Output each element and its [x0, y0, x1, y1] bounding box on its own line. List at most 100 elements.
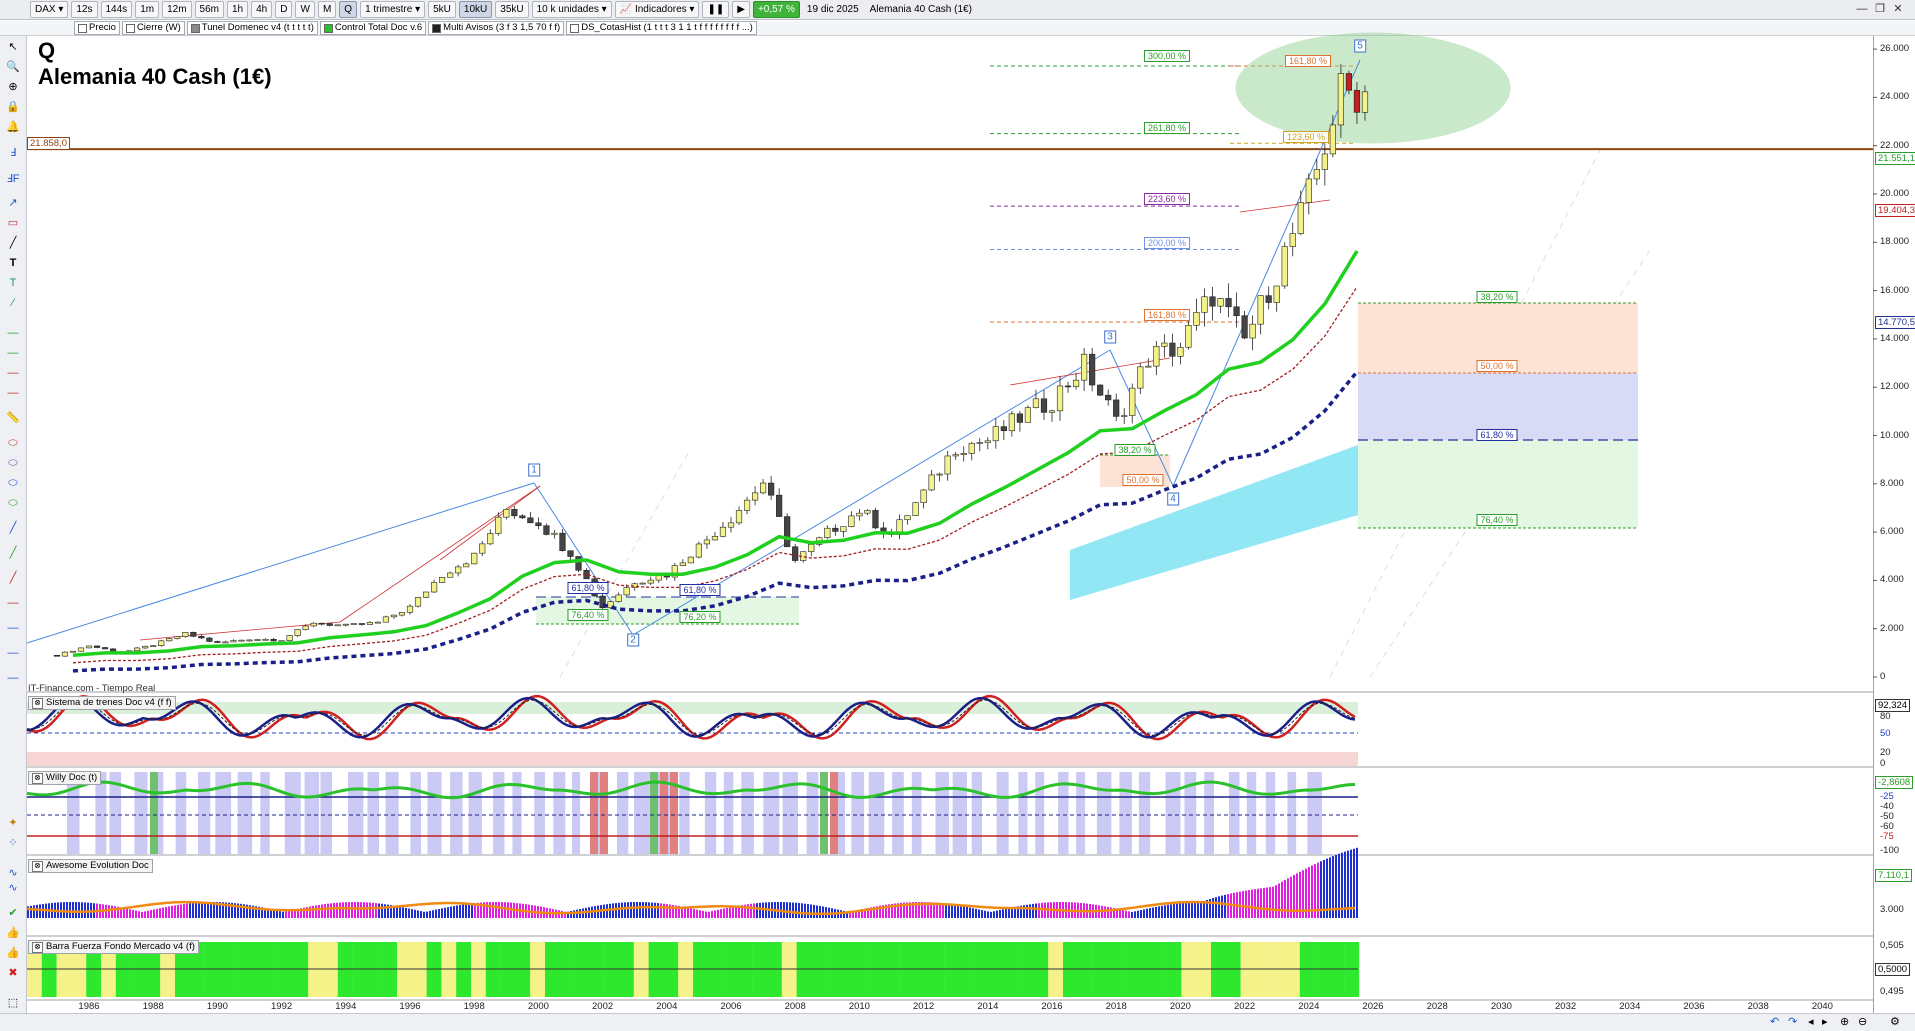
- wave-tool2-icon[interactable]: ∿: [8, 882, 18, 894]
- interval-144s[interactable]: 144s: [100, 1, 133, 18]
- indicator-chip[interactable]: Multi Avisos (3 f 3 1,5 70 f f): [428, 21, 565, 35]
- text-color-icon[interactable]: T: [9, 277, 17, 289]
- fibo-ext-label[interactable]: 123,60 %: [1282, 131, 1330, 143]
- trend-red-icon[interactable]: ╱: [9, 572, 17, 584]
- interval-w[interactable]: W: [295, 1, 315, 18]
- close-pane-icon[interactable]: ⊗: [32, 942, 43, 953]
- hline-green2-icon[interactable]: —: [7, 347, 19, 359]
- fibo-left-label[interactable]: 61,80 %: [567, 582, 609, 594]
- fibo-ext-label[interactable]: 300,00 %: [1143, 50, 1191, 62]
- hline-green-icon[interactable]: —: [7, 327, 19, 339]
- delete-icon[interactable]: ✖: [8, 967, 18, 979]
- trend-blue-icon[interactable]: ╱: [9, 522, 17, 534]
- fibo-retr-label[interactable]: 38,20 %: [1476, 291, 1518, 303]
- interval-1m[interactable]: 1m: [135, 1, 160, 18]
- ellipse-purple-icon[interactable]: ⬭: [8, 457, 18, 469]
- interval-12s[interactable]: 12s: [71, 1, 98, 18]
- fibo-left-label[interactable]: 61,80 %: [679, 584, 721, 596]
- channel-icon[interactable]: ∕: [12, 297, 14, 309]
- fibo-retr-label[interactable]: 76,40 %: [1476, 514, 1518, 526]
- interval-q[interactable]: Q: [339, 1, 358, 18]
- thumb-up2-icon[interactable]: 👍: [6, 947, 20, 959]
- thumb-up-icon[interactable]: 👍: [6, 927, 20, 939]
- zoom-in-icon[interactable]: ⊕: [1840, 1016, 1850, 1028]
- redo-icon[interactable]: ↷: [1788, 1016, 1798, 1028]
- wave-label[interactable]: 1: [528, 463, 540, 477]
- unit-5ku[interactable]: 5kU: [428, 1, 456, 18]
- interval-d[interactable]: D: [275, 1, 293, 18]
- undo-icon[interactable]: ↶: [1770, 1016, 1780, 1028]
- close-pane-icon[interactable]: ⊗: [32, 861, 43, 872]
- cursor-icon[interactable]: ↖: [8, 41, 18, 53]
- period-select[interactable]: 1 trimestre ▾: [360, 1, 426, 18]
- hline-red2-icon[interactable]: —: [7, 387, 19, 399]
- unit-35ku[interactable]: 35kU: [495, 1, 529, 18]
- text-tool-icon[interactable]: T: [9, 257, 17, 269]
- arrow-tool-icon[interactable]: ↗: [8, 197, 18, 209]
- fibonacci-ext-icon[interactable]: ℲF: [6, 173, 20, 185]
- wave-label[interactable]: 5: [1354, 39, 1366, 53]
- hline-red-icon[interactable]: —: [7, 367, 19, 379]
- lock-icon[interactable]: 🔒: [6, 101, 20, 113]
- fibo-ext-label[interactable]: 161,80 %: [1143, 309, 1191, 321]
- bell-icon[interactable]: 🔔: [6, 121, 20, 133]
- pane-header-willy[interactable]: ⊗ Willy Doc (t): [28, 771, 102, 785]
- ellipse-red-icon[interactable]: ⬭: [8, 437, 18, 449]
- wave-label[interactable]: 2: [627, 633, 639, 647]
- fibo-left-label[interactable]: 76,20 %: [679, 611, 721, 623]
- pane-header-trenes[interactable]: ⊗ Sistema de trenes Doc v4 (f f): [28, 696, 176, 710]
- scroll-left-icon[interactable]: ◂: [1808, 1016, 1814, 1028]
- fibo-mid-label[interactable]: 50,00 %: [1122, 474, 1164, 486]
- fibo-retr-label[interactable]: 50,00 %: [1476, 360, 1518, 372]
- ruler-icon[interactable]: 📏: [6, 412, 20, 424]
- unit-10ku[interactable]: 10kU: [458, 1, 493, 18]
- check-icon[interactable]: ✔: [8, 907, 18, 919]
- indicators-button[interactable]: 📈 Indicadores ▾: [614, 1, 700, 18]
- unit-select[interactable]: 10 k unidades ▾: [531, 1, 612, 18]
- minimize-icon[interactable]: —: [1856, 3, 1868, 15]
- dots-icon[interactable]: ⁘: [8, 837, 18, 849]
- fibo-ext-label[interactable]: 200,00 %: [1143, 237, 1191, 249]
- rectangle-icon[interactable]: ▭: [7, 217, 19, 229]
- play-button[interactable]: ▶: [732, 1, 750, 18]
- zoom-out-icon[interactable]: ⊖: [1858, 1016, 1868, 1028]
- indicator-chip[interactable]: Control Total Doc v.6: [319, 21, 427, 35]
- scroll-right-icon[interactable]: ▸: [1822, 1016, 1828, 1028]
- fibo-left-label[interactable]: 76,40 %: [567, 609, 609, 621]
- pause-button[interactable]: ❚❚: [702, 1, 730, 18]
- fibo-retr-label[interactable]: 61,80 %: [1476, 429, 1518, 441]
- wave-label[interactable]: 3: [1104, 330, 1116, 344]
- indicator-chip[interactable]: Cierre (W): [121, 21, 185, 35]
- interval-1h[interactable]: 1h: [227, 1, 249, 18]
- zoom-icon[interactable]: 🔍: [6, 61, 20, 73]
- wave-tool-icon[interactable]: ∿: [8, 867, 18, 879]
- interval-m[interactable]: M: [317, 1, 337, 18]
- ellipse-blue-icon[interactable]: ⬭: [8, 477, 18, 489]
- interval-4h[interactable]: 4h: [251, 1, 273, 18]
- ellipse-green-icon[interactable]: ⬭: [8, 497, 18, 509]
- fibo-ext-label[interactable]: 223,60 %: [1143, 193, 1191, 205]
- hline-blue-icon[interactable]: —: [7, 622, 19, 634]
- restore-icon[interactable]: ❐: [1875, 3, 1885, 15]
- zoom-area-icon[interactable]: ⊕: [8, 81, 18, 93]
- close-pane-icon[interactable]: ⊗: [32, 773, 43, 784]
- hline-blue2-icon[interactable]: —: [7, 647, 19, 659]
- symbol-select[interactable]: DAX ▾: [30, 1, 69, 18]
- interval-12m[interactable]: 12m: [162, 1, 192, 18]
- indicator-chip[interactable]: DS_CotasHist (1 t t t 3 1 1 t f f f f f …: [566, 21, 757, 35]
- interval-56m[interactable]: 56m: [194, 1, 224, 18]
- star-icon[interactable]: ✦: [8, 817, 18, 829]
- hline-red3-icon[interactable]: —: [7, 597, 19, 609]
- indicator-chip[interactable]: Precio: [74, 21, 120, 35]
- fibo-ext-label[interactable]: 261,80 %: [1143, 122, 1191, 134]
- pane-header-awesome[interactable]: ⊗ Awesome Evolution Doc: [28, 859, 153, 873]
- fibonacci-icon[interactable]: Ⅎ: [9, 147, 17, 159]
- indicator-chip[interactable]: Tunel Domenec v4 (t t t t t): [186, 21, 318, 35]
- wave-label[interactable]: 4: [1167, 492, 1179, 506]
- close-icon[interactable]: ✕: [1893, 3, 1903, 15]
- line-tool-icon[interactable]: ╱: [9, 237, 17, 249]
- checkbox-icon[interactable]: [570, 23, 580, 33]
- trend-green-icon[interactable]: ╱: [9, 547, 17, 559]
- fibo-ext-label[interactable]: 161,80 %: [1284, 55, 1332, 67]
